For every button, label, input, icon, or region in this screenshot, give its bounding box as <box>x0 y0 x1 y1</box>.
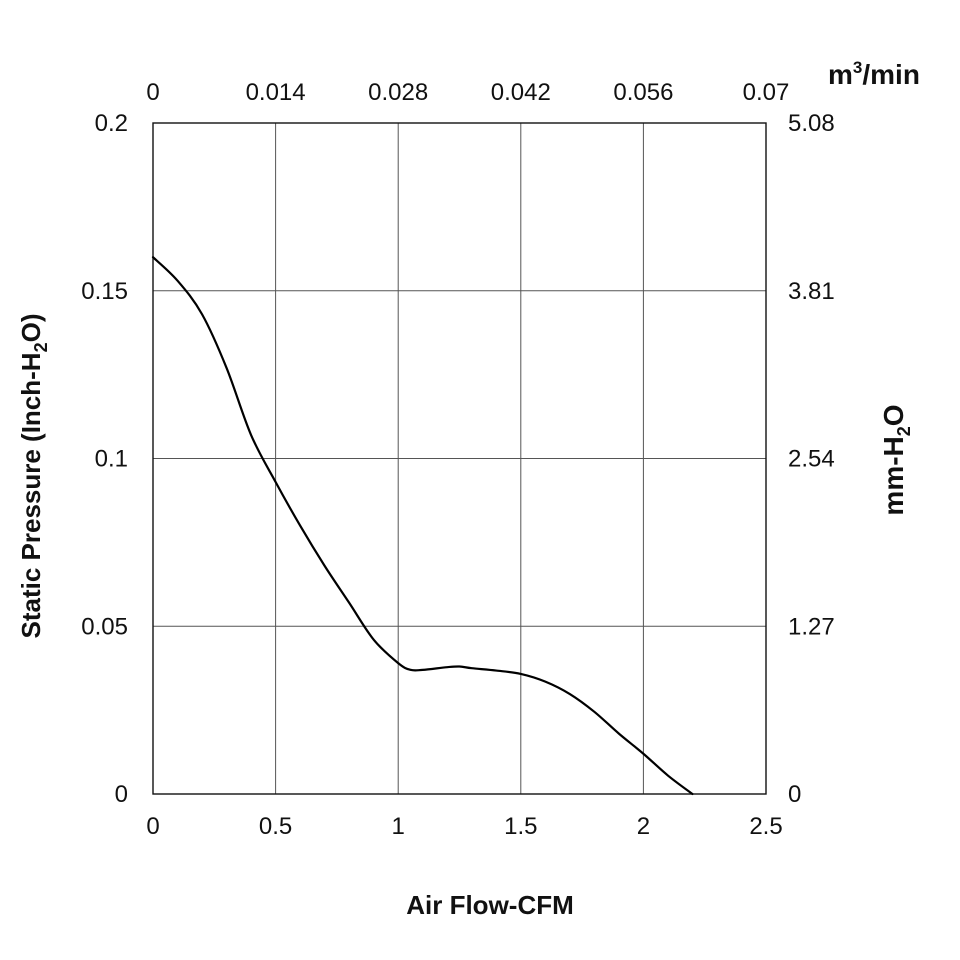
top-tick-label: 0.07 <box>743 79 790 106</box>
tick-labels: 0 0.5 1 1.5 2 2.50 0.014 0.028 0.042 0.056 0.0700.… <box>81 79 834 840</box>
x-tick-label: 0.5 <box>259 813 292 840</box>
right-tick-label: 5.08 <box>788 110 835 137</box>
right-tick-label: 3.81 <box>788 278 835 305</box>
y-axis-title: Static Pressure (Inch-H2O) <box>16 314 51 639</box>
plot-frame <box>152 122 767 795</box>
right-tick-label: 2.54 <box>788 446 835 473</box>
y-tick-label: 0.05 <box>81 613 128 640</box>
x-tick-label: 1 <box>392 813 405 840</box>
grid <box>153 123 766 794</box>
y-tick-label: 0.15 <box>81 278 128 305</box>
right-tick-label: 0 <box>788 781 801 808</box>
top-axis-title: m3/min <box>828 58 920 90</box>
x-tick-label: 1.5 <box>504 813 537 840</box>
x-axis-title: Air Flow-CFM <box>406 890 574 920</box>
top-tick-label: 0.056 <box>613 79 673 106</box>
y-tick-label: 0 <box>115 781 128 808</box>
x-tick-label: 2.5 <box>749 813 782 840</box>
top-tick-label: 0.014 <box>246 79 306 106</box>
right-axis-title: mm-H2O <box>878 404 914 515</box>
top-tick-label: 0 <box>146 79 159 106</box>
x-tick-label: 0 <box>146 813 159 840</box>
x-tick-label: 2 <box>637 813 650 840</box>
top-tick-label: 0.028 <box>368 79 428 106</box>
y-tick-label: 0.2 <box>95 110 128 137</box>
series-line-static-pressure <box>151 256 694 796</box>
right-tick-label: 1.27 <box>788 613 835 640</box>
y-tick-label: 0.1 <box>95 446 128 473</box>
top-tick-label: 0.042 <box>491 79 551 106</box>
